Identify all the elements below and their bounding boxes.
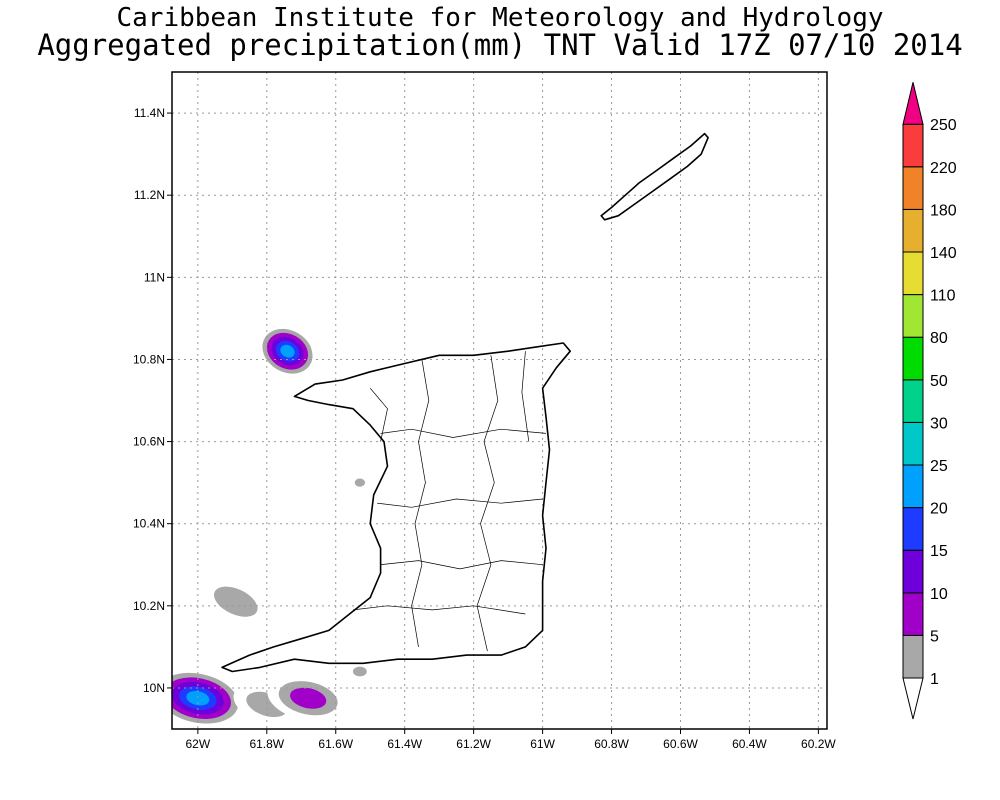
colorbar-swatch-10	[902, 592, 924, 636]
lat-tick-label-3: 10.6N	[133, 435, 165, 449]
colorbar-label-1: 1	[930, 671, 939, 688]
colorbar-label-80: 80	[930, 330, 948, 347]
lat-tick-label-1: 10.2N	[133, 599, 165, 613]
lat-tick-label-4: 10.8N	[133, 352, 165, 366]
precip-contour-14-1	[735, 704, 798, 729]
colorbar-top-arrow	[902, 82, 924, 125]
precip-contour-10-1	[461, 530, 507, 559]
colorbar-label-15: 15	[930, 543, 948, 560]
precip-contour-11-5	[352, 666, 367, 677]
colorbar-label-140: 140	[930, 245, 957, 262]
admin-boundary-7	[369, 387, 388, 442]
colorbar-swatch-5	[902, 634, 924, 679]
colorbar-bottom-arrow	[902, 677, 924, 720]
colorbar-label-20: 20	[930, 501, 948, 518]
chart-title: Caribbean Institute for Meteorology and …	[116, 3, 884, 33]
lat-tick-label-2: 10.4N	[133, 517, 165, 531]
coastline-layer	[221, 132, 709, 673]
colorbar-swatch-180	[902, 208, 924, 253]
colorbar-swatch-80	[902, 336, 924, 381]
precip-contour-9-1	[461, 443, 507, 481]
lon-tick-label-6: 60.8W	[594, 737, 629, 751]
precip-contour-8-5	[213, 586, 258, 617]
lat-tick-label-7: 11.4N	[134, 106, 165, 120]
lon-tick-label-0: 62W	[186, 737, 211, 751]
colorbar-swatch-25	[902, 464, 924, 509]
colorbar-swatch-110	[902, 294, 924, 338]
colorbar-swatch-30	[902, 421, 924, 466]
colorbar-swatch-20	[902, 507, 924, 551]
admin-boundary-5	[352, 605, 526, 615]
colorbar-label-180: 180	[930, 202, 957, 219]
admin-boundary-3	[380, 560, 543, 570]
precip-contour-5-5	[354, 478, 366, 487]
precip-contour-13-1	[652, 704, 688, 729]
colorbar-swatch-50	[902, 379, 924, 423]
map-frame	[171, 71, 828, 730]
precip-contour-0-25	[186, 690, 210, 706]
colorbar-label-50: 50	[930, 373, 948, 390]
lat-tick-label-6: 11.2N	[134, 188, 165, 202]
colorbar-swatch-15	[902, 549, 924, 594]
lon-tick-label-1: 61.8W	[249, 737, 284, 751]
colorbar-label-110: 110	[930, 288, 956, 305]
precip-contour-2-10	[290, 687, 327, 709]
lon-tick-label-9: 60.2W	[801, 737, 836, 751]
precip-contour-3-25	[280, 344, 295, 358]
precip-contour-4-1	[310, 441, 375, 483]
latitude-ticks: 10N 10.2N 10.4N 10.6N 10.8N 11N 11.2N 11.4N	[133, 106, 172, 695]
lat-tick-label-5: 11N	[144, 270, 165, 284]
chart-subtitle: Aggregated precipitation(mm) TNT Valid 1…	[37, 28, 963, 62]
trinidad-coastline	[221, 342, 572, 673]
colorbar-label-10: 10	[930, 586, 948, 603]
admin-boundary-1	[476, 355, 499, 652]
colorbar-label-250: 250	[930, 117, 957, 134]
admin-boundary-6	[521, 351, 530, 442]
colorbar-label-25: 25	[930, 458, 948, 475]
colorbar-label-220: 220	[930, 160, 957, 177]
colorbar-label-5: 5	[930, 628, 939, 645]
lon-tick-label-7: 60.6W	[663, 737, 698, 751]
lon-tick-label-4: 61.2W	[456, 737, 491, 751]
precip-contour-12-1	[377, 658, 460, 677]
lon-tick-label-2: 61.6W	[318, 737, 353, 751]
precip-contour-7-1	[206, 514, 273, 558]
grid-lines	[172, 72, 827, 729]
admin-boundary-2	[377, 498, 543, 508]
admin-boundary-4	[380, 428, 547, 438]
colorbar-swatch-250	[902, 123, 924, 168]
tobago-coastline	[600, 132, 709, 221]
lat-tick-label-0: 10N	[143, 681, 165, 695]
lon-tick-label-5: 61W	[530, 737, 555, 751]
colorbar-label-30: 30	[930, 415, 948, 432]
colorbar-swatch-220	[902, 166, 924, 210]
precipitation-layer	[172, 324, 798, 729]
lon-tick-label-3: 61.4W	[387, 737, 422, 751]
colorbar-swatch-140	[902, 251, 924, 296]
longitude-ticks: 62W 61.8W 61.6W 61.4W 61.2W 61W 60.8W 60.6W 60.4…	[186, 729, 836, 751]
admin-boundary-0	[411, 359, 430, 647]
lon-tick-label-8: 60.4W	[732, 737, 767, 751]
precip-contour-6-1	[311, 505, 340, 526]
